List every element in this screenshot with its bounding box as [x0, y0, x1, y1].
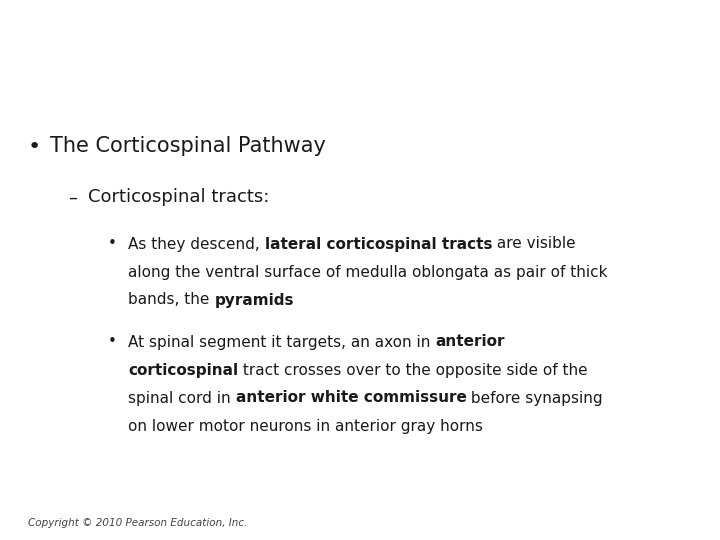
- Text: The Corticospinal Pathway: The Corticospinal Pathway: [50, 137, 326, 157]
- Text: pyramids: pyramids: [215, 293, 294, 307]
- Text: As they descend,: As they descend,: [128, 237, 265, 252]
- Text: Copyright © 2010 Pearson Education, Inc.: Copyright © 2010 Pearson Education, Inc.: [28, 518, 248, 528]
- Text: corticospinal: corticospinal: [128, 362, 238, 377]
- Text: –: –: [68, 188, 77, 206]
- Text: lateral corticospinal tracts: lateral corticospinal tracts: [265, 237, 492, 252]
- Text: •: •: [108, 237, 117, 252]
- Text: anterior white commissure: anterior white commissure: [235, 390, 467, 406]
- Text: before synapsing: before synapsing: [467, 390, 603, 406]
- Text: •: •: [108, 334, 117, 349]
- Text: bands, the: bands, the: [128, 293, 215, 307]
- Text: Corticospinal tracts:: Corticospinal tracts:: [88, 188, 269, 206]
- Text: spinal cord in: spinal cord in: [128, 390, 235, 406]
- Text: along the ventral surface of medulla oblongata as pair of thick: along the ventral surface of medulla obl…: [128, 265, 608, 280]
- Text: Motor Pathways: Motor Pathways: [239, 33, 481, 62]
- Text: anterior: anterior: [436, 334, 505, 349]
- Text: tract crosses over to the opposite side of the: tract crosses over to the opposite side …: [238, 362, 588, 377]
- Text: •: •: [28, 137, 41, 157]
- Text: are visible: are visible: [492, 237, 576, 252]
- Text: At spinal segment it targets, an axon in: At spinal segment it targets, an axon in: [128, 334, 436, 349]
- Text: on lower motor neurons in anterior gray horns: on lower motor neurons in anterior gray …: [128, 418, 483, 434]
